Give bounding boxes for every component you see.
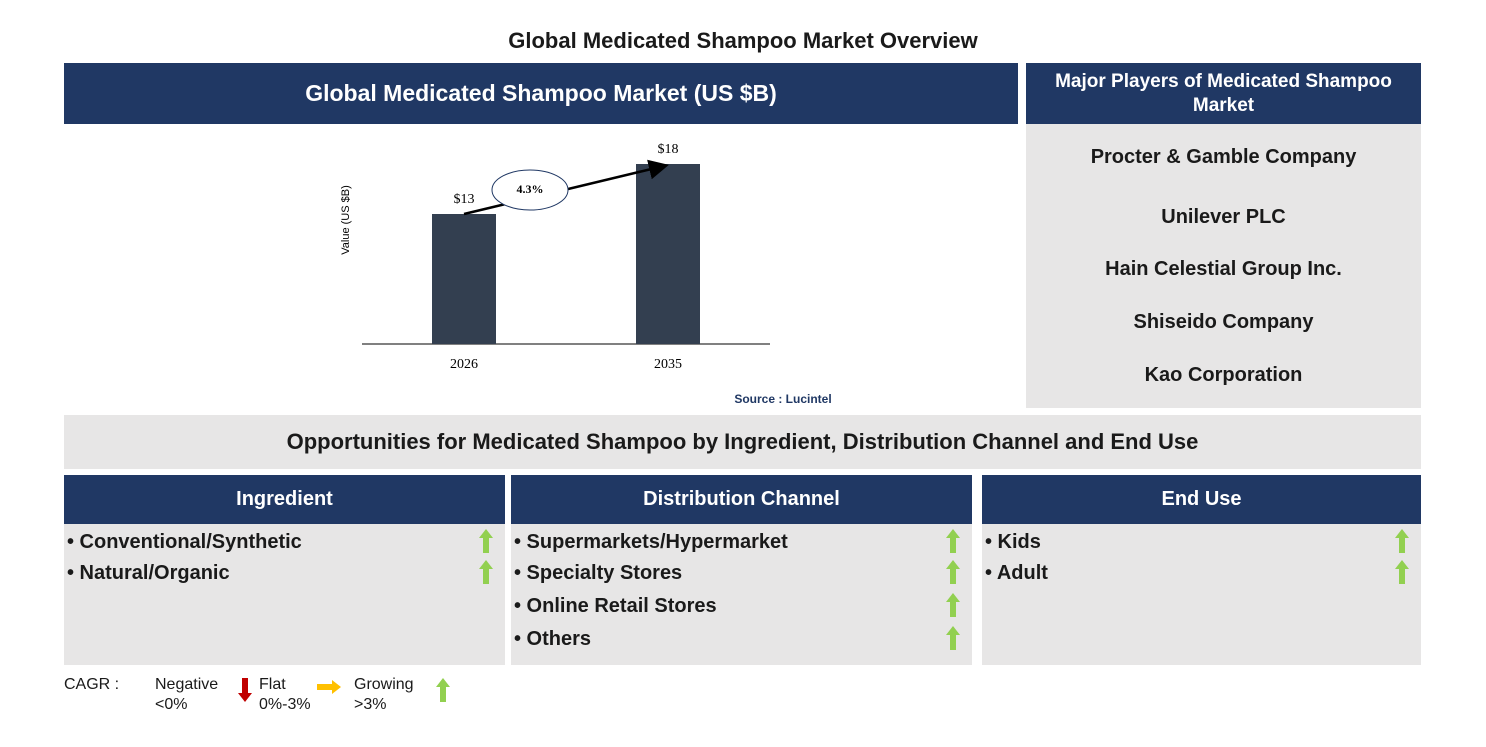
legend-range: >3%	[354, 696, 387, 713]
trend-arrow	[946, 593, 960, 617]
opportunities-title: Opportunities for Medicated Shampoo by I…	[64, 415, 1421, 469]
value-label: $13	[454, 192, 475, 207]
trend-arrow	[946, 560, 960, 584]
player-name: Kao Corporation	[1144, 364, 1303, 386]
segment-label: • Kids	[985, 531, 1041, 553]
trend-arrow	[946, 529, 960, 553]
trend-arrow	[946, 626, 960, 650]
legend-name: Flat	[259, 676, 286, 693]
legend-name: Growing	[354, 676, 414, 693]
arrow-shape	[1395, 560, 1409, 584]
arrow-shape	[1395, 529, 1409, 553]
arrow-shape	[479, 529, 493, 553]
trend-arrow	[1395, 529, 1409, 553]
column-body	[64, 524, 505, 665]
arrow-shape	[436, 678, 450, 702]
value-label: $18	[658, 142, 679, 157]
segment-label: • Supermarkets/Hypermarket	[514, 531, 788, 553]
segment-label: • Specialty Stores	[514, 562, 683, 584]
legend-name: Negative	[155, 676, 219, 693]
legend-label: CAGR :	[64, 676, 120, 693]
arrow-shape	[317, 680, 341, 694]
trend-arrow	[436, 678, 450, 702]
trend-arrow	[479, 529, 493, 553]
cagr-ellipse	[491, 169, 569, 211]
x-tick-label: 2026	[450, 357, 478, 372]
legend-range: <0%	[155, 696, 188, 713]
arrow-shape	[946, 593, 960, 617]
column-title: End Use	[982, 475, 1421, 524]
player-name: Unilever PLC	[1161, 206, 1286, 228]
arrow-shape	[479, 560, 493, 584]
page-title: Global Medicated Shampoo Market Overview	[508, 28, 978, 53]
arrow-shape	[946, 529, 960, 553]
x-tick-label: 2035	[654, 357, 682, 372]
player-name: Shiseido Company	[1133, 311, 1314, 333]
cagr-label: 4.3%	[517, 182, 544, 196]
trend-arrow	[1395, 560, 1409, 584]
arrow-shape	[238, 678, 252, 702]
bar	[432, 214, 496, 344]
trend-arrow	[238, 678, 252, 702]
chart-title: Global Medicated Shampoo Market (US $B)	[64, 63, 1018, 124]
y-axis-label: Value (US $B)	[340, 185, 352, 255]
source: Source : Lucintel	[734, 392, 831, 406]
segment-label: • Others	[514, 628, 592, 650]
column-title: Distribution Channel	[511, 475, 972, 524]
column-body	[511, 524, 972, 665]
arrow-shape	[946, 626, 960, 650]
players-title: Major Players of Medicated Shampoo Marke…	[1026, 63, 1421, 124]
players-panel: Procter & Gamble Company Unilever PLC Hain…	[1026, 124, 1421, 408]
column-body	[982, 524, 1421, 665]
segment-label: • Online Retail Stores	[514, 595, 717, 617]
bar	[636, 164, 700, 344]
arrow-shape	[946, 560, 960, 584]
player-name: Procter & Gamble Company	[1090, 146, 1357, 168]
trend-arrow	[317, 680, 341, 694]
segment-label: • Conventional/Synthetic	[67, 531, 302, 553]
segment-label: • Adult	[985, 562, 1048, 584]
trend-arrow	[479, 560, 493, 584]
segment-label: • Natural/Organic	[67, 562, 230, 584]
chart: Value (US $B) Source : Lucintel $13 2026 $…	[340, 142, 832, 406]
legend-range: 0%-3%	[259, 696, 311, 713]
player-name: Hain Celestial Group Inc.	[1105, 258, 1342, 280]
column-title: Ingredient	[64, 475, 505, 524]
